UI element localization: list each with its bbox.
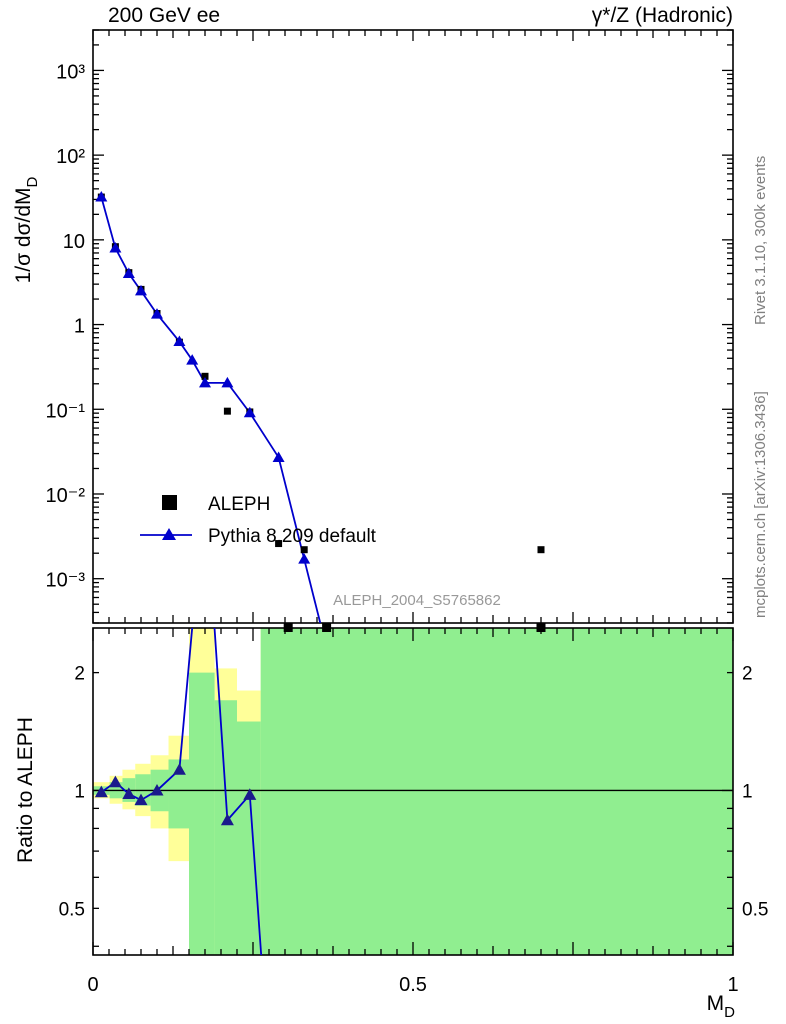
ratio-ytick-label-right: 0.5 [742, 899, 768, 920]
ratio-mc-point [94, 785, 108, 798]
rivet-version-text: Rivet 3.1.10, 300k events [752, 156, 769, 325]
mcplots-reference-text: mcplots.cern.ch [arXiv:1306.3436] [752, 391, 769, 618]
main-ytick-label: 10⁻¹ [46, 400, 86, 422]
ratio-clipped-data-point [322, 623, 332, 632]
ratio-mc-point [134, 793, 148, 806]
main-ytick-label: 10 [63, 231, 85, 253]
ratio-ytick-label-left: 0.5 [59, 899, 85, 920]
pythia-data-point [95, 191, 108, 202]
ratio-x-ticks [92, 628, 734, 955]
main-ytick-label: 10³ [56, 61, 85, 83]
pythia-data-point [122, 267, 135, 279]
ratio-ytick-label-right: 2 [742, 664, 753, 685]
pythia-points-main [95, 191, 311, 564]
main-ytick-label: 10⁻³ [46, 570, 86, 592]
x-axis-title: MD [707, 992, 736, 1021]
ratio-band-inner [93, 628, 733, 955]
x-tick-label: 0 [87, 974, 98, 996]
aleph-data-point [537, 546, 545, 554]
main-y-ticks [93, 29, 733, 624]
main-x-ticks [92, 30, 734, 623]
main-ytick-label: 10⁻² [46, 485, 86, 507]
ratio-mc-points [94, 763, 257, 826]
main-y-axis-title-text: 1/σ dσ/dMD [12, 176, 41, 283]
x-tick-label: 0.5 [399, 974, 427, 996]
main-ytick-label: 10² [56, 146, 85, 168]
pythia-data-point [186, 354, 199, 365]
band-inner-segment [237, 721, 261, 955]
ratio-ytick-label-right: 1 [742, 781, 753, 802]
header-left-text: 200 GeV ee [108, 4, 220, 27]
main-panel-frame [92, 29, 734, 624]
aleph-data-point [201, 372, 209, 380]
main-y-axis-title: 1/σ dσ/dMD [12, 176, 41, 283]
ratio-mc-point [150, 783, 164, 796]
pythia-data-point [221, 376, 234, 388]
legend-marker-pythia [162, 528, 176, 540]
legend-label-aleph: ALEPH [208, 494, 270, 515]
ratio-clipped-data-point [536, 623, 546, 632]
side-text-top: Rivet 3.1.10, 300k events [752, 156, 769, 325]
band-inner-segment [168, 759, 189, 829]
ratio-clipped-data-point [283, 623, 293, 632]
pythia-data-point [199, 376, 211, 388]
ratio-y-axis-title-text: Ratio to ALEPH [14, 717, 37, 863]
pythia-data-point [109, 242, 122, 253]
legend-marker-aleph [162, 495, 177, 510]
header-right-text: γ*/Z (Hadronic) [592, 4, 733, 27]
main-ytick-label: 1 [74, 316, 85, 338]
band-inner-segment [214, 700, 237, 955]
band-inner-segment [285, 628, 733, 955]
aleph-data-point [275, 540, 283, 548]
ratio-clipped-markers [283, 623, 546, 632]
ratio-mc-line [100, 628, 263, 955]
band-inner-segment [189, 672, 215, 955]
ratio-y-axis-title: Ratio to ALEPH [14, 717, 37, 863]
ratio-mc-point [220, 813, 234, 826]
ratio-mc-point [108, 775, 122, 788]
x-tick-label: 1 [727, 974, 738, 996]
watermark-text: ALEPH_2004_S5765862 [333, 592, 501, 609]
ratio-ytick-label-left: 2 [74, 664, 85, 685]
aleph-data-point [223, 407, 231, 415]
aleph-data-point [300, 546, 308, 554]
mc-line-main-tail [303, 558, 322, 623]
pythia-data-point [298, 553, 311, 564]
ratio-mc-point [243, 788, 257, 800]
pythia-data-point [151, 308, 163, 319]
pythia-data-point [272, 451, 285, 462]
band-inner-segment [260, 628, 285, 955]
side-text-bottom: mcplots.cern.ch [arXiv:1306.3436] [752, 391, 769, 618]
legend-label-pythia: Pythia 8.209 default [208, 526, 377, 547]
pythia-data-point [173, 335, 186, 347]
pythia-data-point [135, 284, 147, 296]
ratio-mc-point [122, 787, 136, 799]
ratio-mc-point [172, 763, 186, 775]
pythia-data-point [243, 406, 256, 418]
ratio-ytick-label-left: 1 [74, 781, 85, 802]
